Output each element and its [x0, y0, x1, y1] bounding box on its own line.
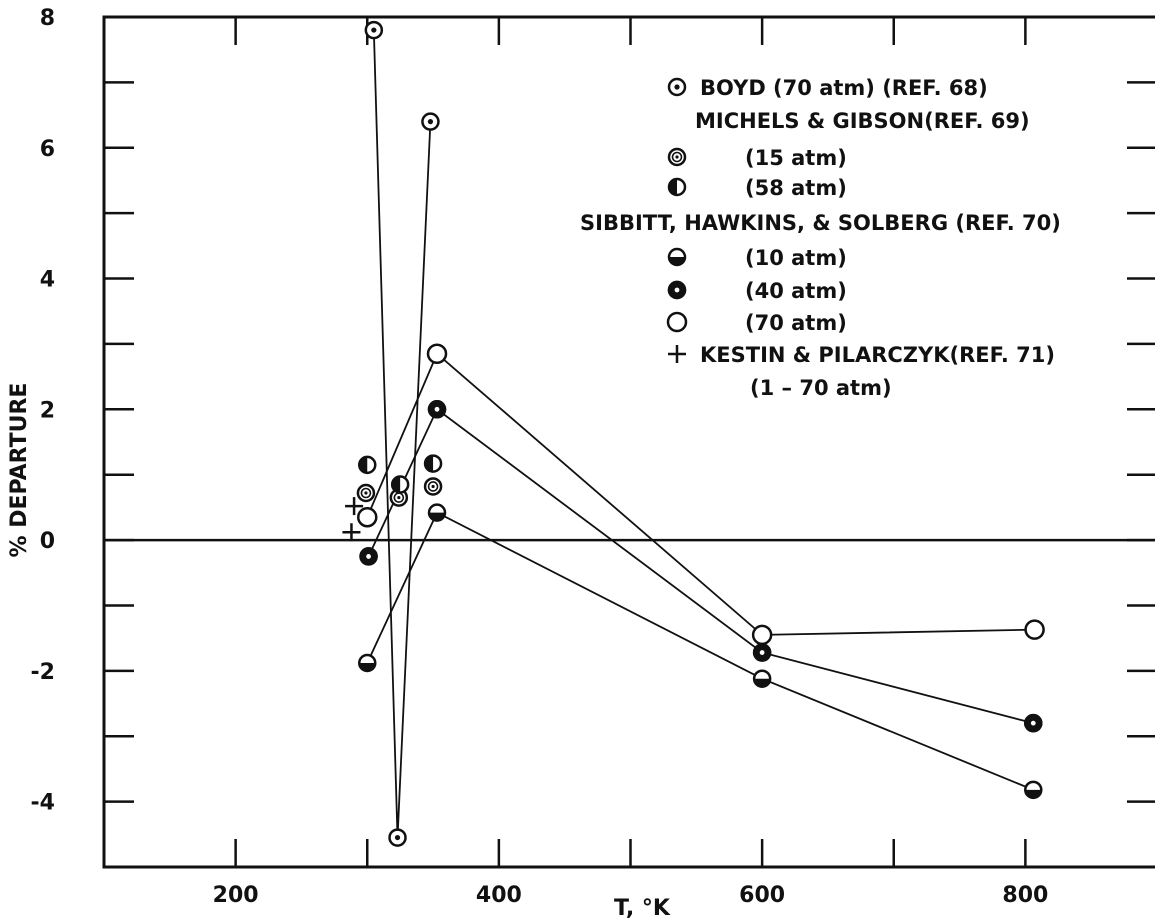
- legend-entry-4: SIBBITT, HAWKINS, & SOLBERG (REF. 70): [580, 211, 1061, 235]
- x-tick-label: 200: [213, 883, 259, 908]
- data-point-s5-2: [751, 624, 773, 646]
- legend-marker-2: [667, 147, 687, 167]
- legend: BOYD (70 atm) (REF. 68) MICHELS & GIBSON(…: [580, 76, 1061, 400]
- y-tick-label: 2: [40, 398, 55, 423]
- x-tick-label: 800: [1002, 883, 1048, 908]
- data-point-s4-2: [752, 643, 772, 662]
- legend-entry-0: BOYD (70 atm) (REF. 68): [700, 76, 988, 100]
- legend-entry-2: (15 atm): [745, 146, 847, 170]
- legend-marker-7: [666, 311, 688, 333]
- series-markers: [342, 20, 1045, 847]
- y-tick-label: 6: [40, 137, 55, 162]
- data-point-s4-3: [1024, 713, 1043, 733]
- series-line-4: [367, 407, 1034, 725]
- data-point-s0-0: [364, 20, 384, 40]
- data-point-s4-0: [359, 547, 378, 566]
- legend-marker-5: [667, 247, 687, 267]
- data-point-s2-1: [390, 475, 410, 494]
- data-point-s5-3: [1024, 619, 1045, 640]
- data-point-s5-0: [357, 506, 378, 528]
- data-point-s2-2: [423, 454, 443, 473]
- legend-marker-6: [667, 280, 687, 300]
- data-point-s1-2: [423, 477, 443, 496]
- x-tick-label: 600: [739, 883, 785, 908]
- legend-entry-3: (58 atm): [745, 176, 847, 200]
- y-tick-label: 8: [40, 6, 55, 31]
- legend-entry-1: MICHELS & GIBSON(REF. 69): [695, 109, 1030, 133]
- y-axis-label: % DEPARTURE: [7, 383, 32, 558]
- data-point-s4-1: [427, 400, 447, 419]
- data-point-s3-2: [752, 669, 772, 688]
- data-point-s0-2: [421, 112, 440, 131]
- plot-frame: [102, 15, 1155, 869]
- y-tick-label: 0: [40, 529, 55, 554]
- series-line-5: [366, 352, 1035, 636]
- data-point-s3-0: [358, 653, 377, 673]
- data-point-s2-0: [358, 455, 377, 475]
- legend-entry-8: KESTIN & PILARCZYK(REF. 71): [700, 343, 1055, 367]
- legend-entry-9: (1 – 70 atm): [750, 376, 892, 400]
- legend-entry-6: (40 atm): [745, 279, 847, 303]
- data-point-s6-1: [345, 497, 364, 516]
- y-tick-label: 4: [40, 268, 55, 293]
- data-point-s3-1: [427, 503, 447, 522]
- y-tick-label: -4: [31, 791, 55, 816]
- legend-entry-7: (70 atm): [745, 311, 847, 335]
- legend-marker-8: [668, 345, 686, 363]
- axes: 200 400 600 800 8 6 4 2 0 -2 -4 T, °K % DEPARTURE: [7, 6, 1155, 921]
- legend-entry-5: (10 atm): [745, 246, 847, 270]
- x-axis-label: T, °K: [614, 896, 671, 921]
- series-line-3: [366, 511, 1034, 791]
- data-point-s3-3: [1024, 780, 1043, 800]
- data-point-s6-0: [342, 523, 361, 542]
- series-lines: [366, 30, 1035, 838]
- legend-marker-0: [667, 77, 687, 97]
- data-point-s5-1: [426, 343, 448, 364]
- data-point-s0-1: [388, 828, 407, 847]
- data-point-s1-0: [356, 483, 376, 503]
- y-tick-label: -2: [31, 660, 55, 685]
- legend-marker-3: [667, 177, 687, 197]
- x-tick-label: 400: [476, 883, 522, 908]
